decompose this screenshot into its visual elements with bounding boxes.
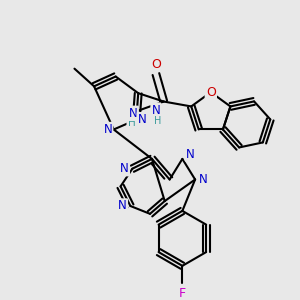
Text: H: H <box>154 116 161 126</box>
Text: O: O <box>206 86 216 99</box>
Text: N: N <box>120 162 129 175</box>
Text: N: N <box>103 123 112 136</box>
Text: F: F <box>179 287 186 300</box>
Text: H: H <box>128 118 135 128</box>
Text: N: N <box>129 107 138 120</box>
Text: N: N <box>199 173 207 186</box>
Text: N: N <box>186 148 195 160</box>
Text: N: N <box>138 113 146 126</box>
Text: N: N <box>152 103 160 117</box>
Text: N: N <box>118 200 127 212</box>
Text: O: O <box>151 58 161 71</box>
